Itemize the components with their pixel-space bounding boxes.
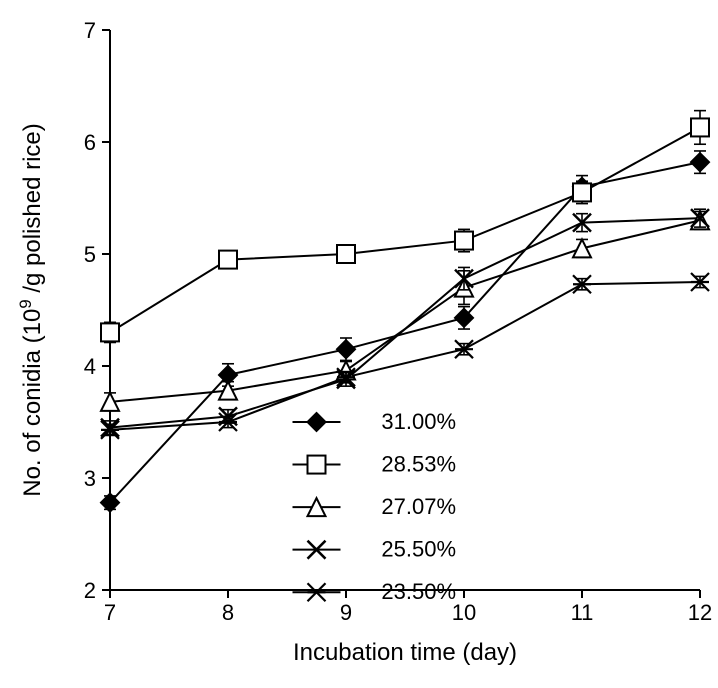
legend-label: 31.00%	[381, 409, 456, 434]
y-tick-label: 7	[84, 18, 96, 43]
x-axis-label: Incubation time (day)	[293, 639, 517, 666]
y-tick-label: 5	[84, 242, 96, 267]
y-tick-label: 3	[84, 466, 96, 491]
x-tick-label: 12	[688, 600, 712, 625]
conidia-line-chart: 234567789101112Incubation time (day)No. …	[0, 0, 718, 688]
legend-label: 23.50%	[381, 579, 456, 604]
chart-background	[0, 0, 718, 688]
x-tick-label: 9	[340, 600, 352, 625]
x-tick-label: 8	[222, 600, 234, 625]
legend-label: 27.07%	[381, 494, 456, 519]
y-tick-label: 4	[84, 354, 96, 379]
y-axis-label: No. of conidia (109 /g polished rice)	[16, 123, 47, 497]
legend-label: 25.50%	[381, 537, 456, 562]
chart-container: 234567789101112Incubation time (day)No. …	[0, 0, 718, 688]
y-tick-label: 6	[84, 130, 96, 155]
x-tick-label: 11	[571, 600, 594, 625]
x-tick-label: 7	[104, 600, 116, 625]
legend-label: 28.53%	[381, 452, 456, 477]
y-tick-label: 2	[84, 578, 96, 603]
